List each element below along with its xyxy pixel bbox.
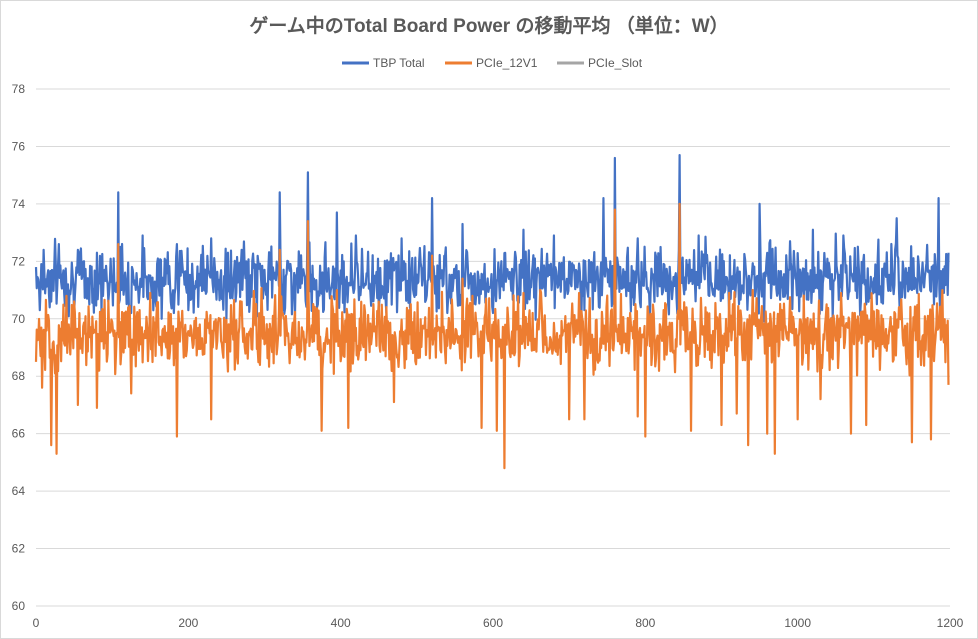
series-line — [34, 153, 950, 323]
legend-label: PCIe_Slot — [588, 56, 643, 70]
x-tick-label: 600 — [483, 616, 503, 630]
y-tick-label: 72 — [12, 254, 26, 268]
y-tick-label: 68 — [12, 369, 26, 383]
y-tick-label: 60 — [12, 599, 26, 613]
x-axis-ticks: 0 200 400 600 800 1000 1200 — [33, 616, 964, 630]
x-tick-label: 200 — [178, 616, 198, 630]
series-layer — [34, 153, 950, 470]
y-axis-ticks: 60 62 64 66 68 70 72 74 76 78 — [12, 82, 26, 613]
y-tick-label: 74 — [12, 197, 26, 211]
x-tick-label: 1000 — [784, 616, 811, 630]
legend-label: PCIe_12V1 — [476, 56, 538, 70]
legend-label: TBP Total — [373, 56, 425, 70]
x-tick-label: 400 — [331, 616, 351, 630]
y-tick-label: 76 — [12, 139, 26, 153]
series-line — [34, 202, 950, 470]
x-tick-label: 1200 — [937, 616, 964, 630]
y-tick-label: 78 — [12, 82, 26, 96]
y-tick-label: 62 — [12, 542, 26, 556]
y-tick-label: 66 — [12, 427, 26, 441]
legend: TBP Total PCIe_12V1 PCIe_Slot — [342, 56, 643, 70]
x-tick-label: 800 — [635, 616, 655, 630]
chart-title: ゲーム中のTotal Board Power の移動平均 （単位：W） — [249, 14, 728, 37]
x-tick-label: 0 — [33, 616, 40, 630]
y-tick-label: 70 — [12, 312, 26, 326]
y-tick-label: 64 — [12, 484, 26, 498]
